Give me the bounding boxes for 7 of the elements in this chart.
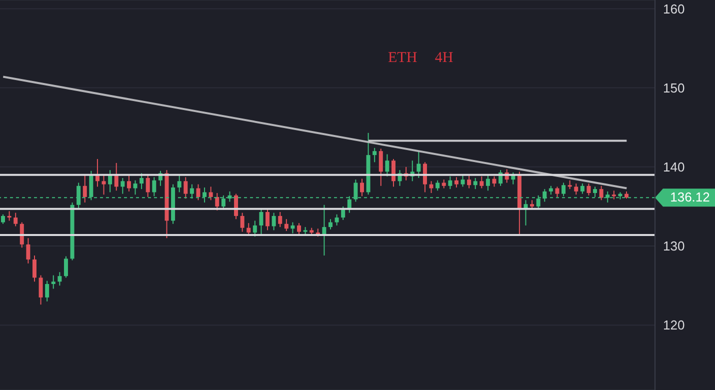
y-tick-label: 130 [663, 238, 685, 254]
y-tick-label: 120 [663, 318, 685, 333]
y-tick-label: 160 [663, 1, 685, 16]
text: ETH 4H [388, 50, 454, 67]
ref-line-label: 136.12 [670, 190, 710, 205]
y-tick-label: 140 [663, 160, 685, 175]
y-tick-label: 150 [663, 80, 685, 96]
